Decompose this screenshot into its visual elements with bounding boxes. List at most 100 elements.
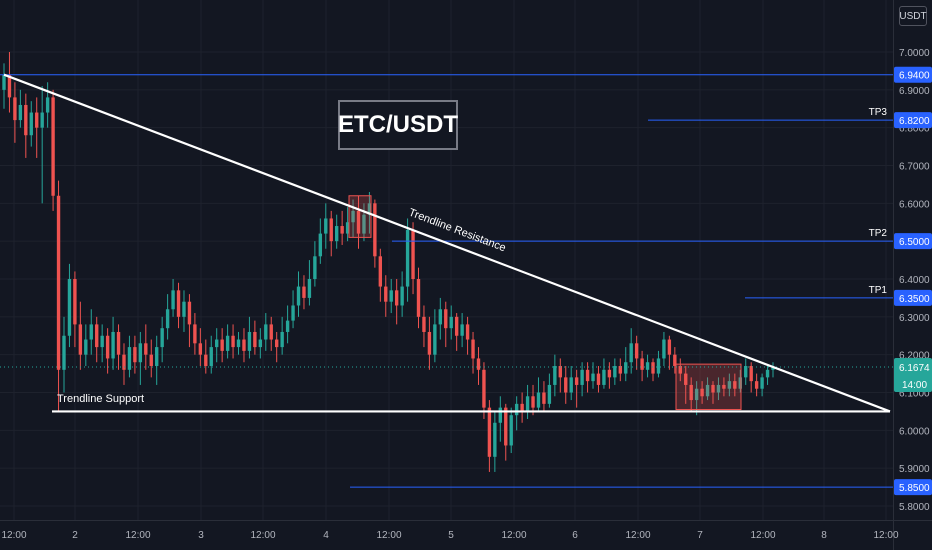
candle-body	[716, 384, 721, 393]
y-tick-label: 6.0000	[899, 426, 930, 437]
candle-body	[536, 392, 541, 408]
candle-body	[689, 384, 693, 401]
price-axis-level-value: 5.8500	[899, 483, 930, 494]
candle-body	[24, 104, 28, 136]
candle-body	[51, 97, 55, 196]
candle-body	[269, 324, 273, 340]
currency-label[interactable]: USDT	[899, 6, 927, 26]
candle-body	[100, 335, 104, 348]
x-tick-label: 8	[821, 530, 827, 541]
candle-body	[749, 366, 753, 382]
candle-body	[405, 229, 410, 287]
candle-body	[56, 195, 61, 370]
x-tick-label: 12:00	[125, 530, 150, 541]
candle-body	[171, 290, 175, 310]
candle-body	[754, 381, 759, 389]
candle-body	[618, 366, 622, 374]
candle-body	[280, 331, 284, 348]
y-tick-label: 6.4000	[899, 275, 930, 286]
y-tick-label: 6.2000	[899, 351, 930, 362]
candle-body	[160, 328, 164, 348]
candle-body	[275, 339, 279, 348]
candle-body	[542, 392, 546, 404]
y-tick-label: 6.9000	[899, 86, 930, 97]
x-tick-label: 6	[572, 530, 578, 541]
candle-body	[356, 210, 361, 234]
price-axis-level-tag	[894, 289, 932, 306]
candle-body	[580, 369, 584, 385]
candle-body	[596, 373, 601, 385]
candle-body	[460, 324, 464, 336]
candle-body	[40, 112, 44, 128]
candle-body	[629, 343, 633, 363]
candle-body	[400, 286, 404, 306]
candle-body	[651, 362, 655, 374]
candle-body	[378, 256, 383, 287]
x-tick-label: 7	[697, 530, 703, 541]
candle-body	[67, 279, 72, 336]
x-tick-label: 3	[198, 530, 204, 541]
candle-body	[416, 279, 421, 317]
candle-body	[705, 384, 710, 397]
y-tick-label: 6.1000	[899, 389, 930, 400]
candle-body	[84, 339, 88, 355]
x-tick-label: 4	[323, 530, 329, 541]
candle-body	[411, 229, 415, 279]
candle-body	[89, 324, 93, 340]
candle-body	[111, 331, 115, 359]
candle-body	[264, 324, 268, 340]
price-axis-level-value: 6.3500	[899, 294, 930, 305]
bar-countdown: 14:00	[902, 380, 927, 391]
candle-body	[760, 377, 764, 389]
candle-body	[296, 286, 301, 306]
y-tick-label: 6.8000	[899, 124, 930, 135]
candle-body	[493, 422, 497, 457]
candle-body	[155, 347, 159, 367]
price-axis-level-tag	[894, 112, 932, 129]
y-tick-label: 7.0000	[899, 48, 930, 59]
x-tick-label: 12:00	[873, 530, 898, 541]
candle-body	[73, 279, 77, 325]
target-level-name: TP1	[869, 285, 888, 296]
price-axis-level-value: 6.8200	[899, 116, 930, 127]
candle-body	[133, 347, 137, 363]
candle-body	[613, 366, 617, 378]
candle-body	[2, 74, 6, 90]
candle-body	[176, 290, 181, 317]
candle-body	[253, 331, 257, 348]
candle-body	[302, 286, 306, 298]
candle-body	[454, 316, 459, 336]
highlight-box-top	[348, 195, 372, 238]
candle-body	[318, 233, 323, 257]
candle-body	[422, 316, 426, 332]
candle-body	[504, 407, 508, 446]
price-axis-level-tag	[894, 479, 932, 496]
x-tick-label: 12:00	[501, 530, 526, 541]
candle-body	[389, 290, 393, 302]
candle-body	[204, 354, 208, 367]
candle-body	[471, 339, 475, 359]
candle-body	[394, 290, 399, 306]
y-tick-label: 5.8000	[899, 502, 930, 513]
candle-body	[384, 286, 388, 302]
candle-body	[258, 339, 263, 348]
candle-body	[564, 377, 568, 393]
candle-body	[209, 347, 213, 367]
candle-body	[116, 331, 121, 355]
candle-body	[285, 320, 290, 332]
candle-body	[122, 354, 126, 370]
candle-body	[722, 384, 726, 389]
candle-body	[640, 358, 644, 370]
candle-body	[449, 316, 453, 329]
candle-body	[662, 339, 666, 359]
y-tick-label: 6.7000	[899, 162, 930, 173]
current-price-tag	[894, 358, 932, 393]
x-tick-label: 5	[448, 530, 454, 541]
candle-body	[187, 301, 192, 325]
candle-body	[324, 218, 328, 234]
candle-body	[482, 369, 486, 408]
candle-body	[498, 407, 502, 423]
x-tick-label: 12:00	[625, 530, 650, 541]
